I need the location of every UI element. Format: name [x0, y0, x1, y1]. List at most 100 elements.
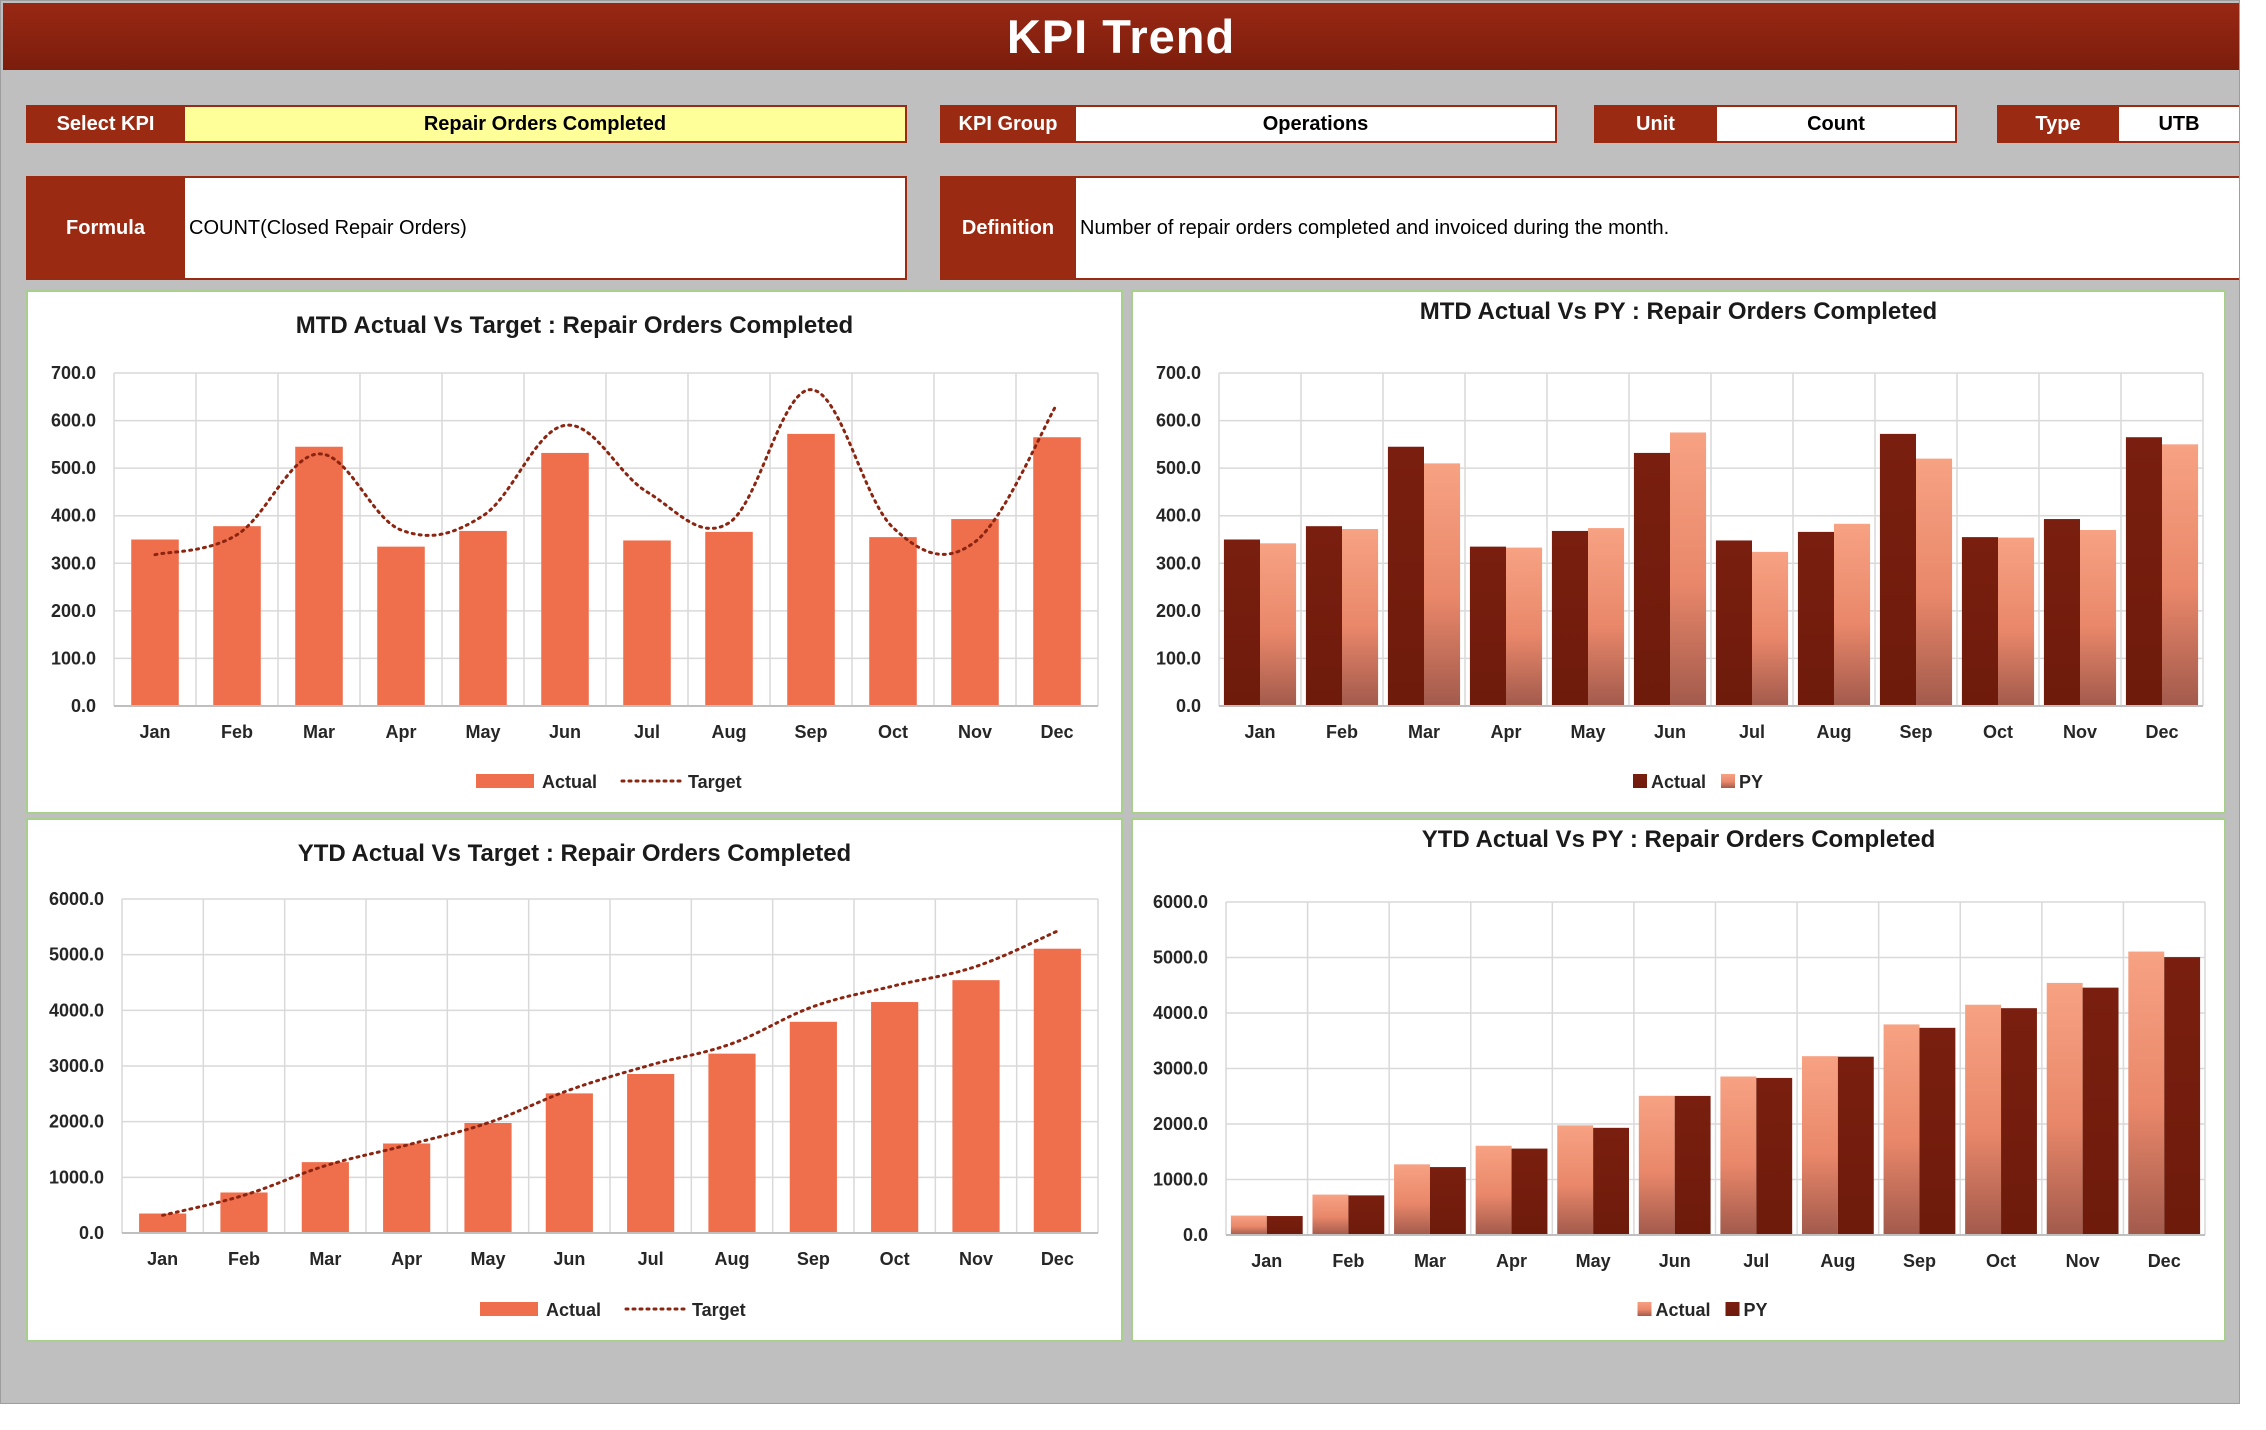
bar-actual — [2125, 437, 2162, 706]
x-tick-label: Dec — [1041, 1249, 1074, 1269]
x-tick-label: Apr — [391, 1249, 422, 1269]
bar-actual — [545, 1093, 593, 1233]
x-tick-label: Oct — [880, 1249, 910, 1269]
x-tick-label: Sep — [797, 1249, 830, 1269]
y-tick-label: 3000.0 — [49, 1056, 104, 1076]
x-tick-label: Aug — [1820, 1251, 1855, 1271]
y-tick-label: 600.0 — [51, 411, 96, 431]
bar-actual — [1312, 1194, 1349, 1235]
bar-actual — [1387, 446, 1424, 706]
bar-py — [1998, 537, 2035, 706]
bar-actual — [1715, 540, 1752, 706]
bar-py — [1424, 463, 1461, 706]
ytd-actual-vs-py-chart: 0.0 1000.0 2000.0 3000.0 4000.0 5000.0 6000.0 J… — [1153, 892, 2206, 1320]
bar-actual — [1797, 531, 1834, 706]
y-tick-label: 4000.0 — [1153, 1003, 1208, 1023]
definition-value: Number of repair orders completed and in… — [1076, 176, 2239, 280]
bar-actual — [952, 980, 1000, 1233]
bar-actual — [1965, 1004, 2002, 1235]
select-kpi-dropdown[interactable]: Repair Orders Completed — [185, 105, 907, 143]
bar-actual — [464, 1123, 512, 1233]
chart-title: YTD Actual Vs PY : Repair Orders Complet… — [1421, 826, 1936, 853]
y-tick-label: 4000.0 — [49, 1000, 104, 1020]
x-tick-label: Dec — [2148, 1251, 2181, 1271]
x-tick-label: Nov — [959, 1249, 993, 1269]
x-tick-label: Apr — [1496, 1251, 1527, 1271]
x-tick-label: Aug — [1817, 722, 1852, 742]
y-tick-label: 1000.0 — [49, 1167, 104, 1187]
bar-py — [1674, 1095, 1711, 1235]
bar-actual — [1475, 1145, 1512, 1235]
bar-actual — [1720, 1076, 1757, 1235]
legend-swatch-py — [1725, 1302, 1740, 1316]
x-tick-label: Jul — [1739, 722, 1765, 742]
x-tick-label: May — [1576, 1251, 1611, 1271]
x-tick-label: Sep — [1899, 722, 1932, 742]
bar-actual — [2046, 982, 2083, 1235]
legend-label-actual: Actual — [542, 772, 597, 792]
y-tick-label: 2000.0 — [1153, 1114, 1208, 1134]
legend-label-actual: Actual — [1651, 772, 1706, 792]
x-tick-label: Mar — [303, 722, 335, 742]
y-tick-label: 400.0 — [51, 506, 96, 526]
legend-label-py: PY — [1744, 1300, 1768, 1320]
bar-py — [2080, 529, 2117, 706]
bar-actual — [627, 1074, 675, 1233]
x-tick-label: May — [1570, 722, 1605, 742]
y-tick-label: 600.0 — [1156, 411, 1201, 431]
x-tick-label: Jan — [147, 1249, 178, 1269]
bar-actual — [1230, 1215, 1267, 1235]
x-tick-label: Jan — [139, 722, 170, 742]
x-tick-label: Nov — [2066, 1251, 2100, 1271]
y-tick-label: 700.0 — [51, 363, 96, 383]
x-tick-label: Mar — [309, 1249, 341, 1269]
bar-actual — [1801, 1056, 1838, 1235]
bar-py — [1834, 523, 1871, 706]
x-tick-label: Feb — [221, 722, 253, 742]
target-line — [161, 929, 1059, 1217]
x-tick-label: Jul — [638, 1249, 664, 1269]
bar-py — [1429, 1167, 1466, 1235]
bar-actual — [1633, 452, 1670, 706]
x-tick-label: Sep — [794, 722, 827, 742]
x-tick-label: May — [465, 722, 500, 742]
definition-label: Definition — [940, 176, 1076, 280]
bar-actual — [383, 1143, 431, 1233]
bar-py — [1342, 529, 1379, 706]
legend-label-target: Target — [692, 1300, 746, 1320]
chart-title: YTD Actual Vs Target : Repair Orders Com… — [297, 840, 852, 867]
kpi-group-value: Operations — [1076, 105, 1557, 143]
bar-actual — [1033, 948, 1081, 1233]
x-tick-label: Aug — [712, 722, 747, 742]
bar-actual — [295, 446, 343, 706]
x-tick-label: Feb — [1332, 1251, 1364, 1271]
bar-py — [1593, 1127, 1630, 1235]
bar-actual — [1394, 1164, 1430, 1235]
y-tick-label: 5000.0 — [1153, 948, 1208, 968]
ytd-actual-vs-target-panel: YTD Actual Vs Target : Repair Orders Com… — [26, 818, 1123, 1342]
legend-label-actual: Actual — [546, 1300, 601, 1320]
legend-label-py: PY — [1739, 772, 1763, 792]
x-tick-label: Oct — [1986, 1251, 2016, 1271]
bar-py — [1506, 547, 1543, 706]
legend-swatch-actual — [1637, 1302, 1652, 1316]
x-tick-label: Nov — [958, 722, 992, 742]
x-tick-label: May — [470, 1249, 505, 1269]
x-tick-label: Oct — [878, 722, 908, 742]
bar-py — [1266, 1216, 1303, 1235]
y-tick-label: 0.0 — [71, 696, 96, 716]
y-tick-label: 0.0 — [1176, 696, 1201, 716]
bar-actual — [541, 452, 589, 706]
x-tick-label: Feb — [1326, 722, 1358, 742]
bar-py — [2164, 957, 2201, 1235]
x-tick-label: Jan — [1244, 722, 1275, 742]
y-tick-label: 5000.0 — [49, 945, 104, 965]
bar-actual — [1638, 1095, 1675, 1235]
bar-py — [2082, 987, 2119, 1235]
y-tick-label: 400.0 — [1156, 506, 1201, 526]
bar-actual — [459, 530, 507, 706]
legend-label-actual: Actual — [1656, 1300, 1711, 1320]
bar-actual — [131, 539, 179, 706]
x-tick-label: Aug — [715, 1249, 750, 1269]
bar-actual — [869, 537, 917, 706]
